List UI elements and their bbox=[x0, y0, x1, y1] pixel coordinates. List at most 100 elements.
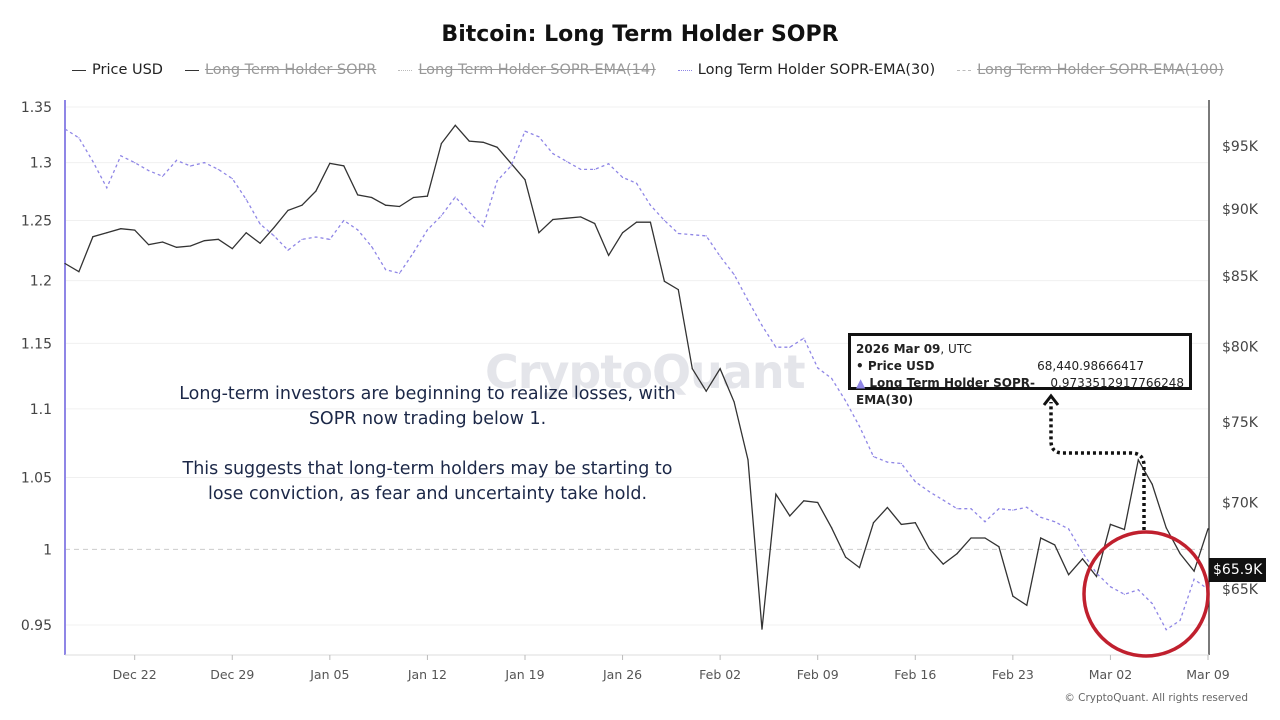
lth-sopr-ema30-point bbox=[134, 162, 136, 164]
dotted-arrow bbox=[1049, 402, 1146, 530]
price-usd-point bbox=[608, 254, 610, 257]
price-usd-point bbox=[1081, 558, 1084, 560]
lth-sopr-ema30-point bbox=[1081, 551, 1084, 553]
x-tick-label: Dec 22 bbox=[113, 667, 157, 682]
lth-sopr-ema30-point bbox=[608, 163, 610, 165]
right-axis-ticks: $95K $90K $85K $80K $75K $70K $65K bbox=[1222, 139, 1259, 598]
price-usd-point bbox=[343, 165, 345, 167]
tooltip-ema-value: 0.9733512917766248 bbox=[1050, 376, 1184, 390]
price-usd-point bbox=[566, 217, 568, 219]
legend-item-lth-sopr[interactable]: Long Term Holder SOPR bbox=[184, 62, 377, 78]
legend: Price USD Long Term Holder SOPR Long Ter… bbox=[72, 62, 1224, 78]
price-usd-point bbox=[663, 280, 665, 282]
annotation-line-1: Long-term investors are beginning to rea… bbox=[179, 384, 676, 429]
tooltip-ema-label: Long Term Holder SOPR-EMA(30) bbox=[856, 376, 1036, 407]
lth-sopr-ema30-point bbox=[245, 198, 247, 200]
lth-sopr-ema30-point bbox=[1123, 593, 1125, 595]
price-usd-point bbox=[1151, 483, 1153, 485]
lth-sopr-ema30-point bbox=[1137, 589, 1139, 591]
price-usd-point bbox=[78, 271, 80, 273]
price-usd-point bbox=[454, 124, 456, 126]
price-usd-point bbox=[357, 194, 359, 196]
price-usd-point bbox=[175, 246, 178, 248]
price-usd-point bbox=[705, 390, 707, 392]
lth-sopr-ema30-point bbox=[566, 160, 568, 163]
price-usd-point bbox=[161, 241, 164, 243]
price-usd-point bbox=[245, 232, 247, 234]
lth-sopr-ema30-point bbox=[301, 238, 303, 241]
tooltip-date: 2026 Mar 09 bbox=[856, 342, 941, 356]
right-tick-label: $95K bbox=[1222, 139, 1259, 155]
price-usd-point bbox=[775, 493, 777, 495]
x-tick-label: Mar 02 bbox=[1089, 667, 1132, 682]
lth-sopr-ema30-point bbox=[844, 400, 847, 402]
lth-sopr-ema30-point bbox=[510, 165, 512, 167]
legend-item-lth-sopr-ema100[interactable]: Long Term Holder SOPR-EMA(100) bbox=[957, 62, 1224, 78]
legend-label: Long Term Holder SOPR-EMA(30) bbox=[697, 62, 936, 78]
lth-sopr-ema30-point bbox=[538, 136, 540, 138]
legend-item-price-usd[interactable]: Price USD bbox=[72, 62, 163, 78]
legend-label: Long Term Holder SOPR bbox=[204, 62, 377, 78]
lth-sopr-ema30-point bbox=[872, 455, 875, 458]
price-usd-point bbox=[900, 523, 902, 525]
lth-sopr-ema30-point bbox=[468, 211, 470, 213]
lth-sopr-ema30-point bbox=[914, 481, 916, 483]
lth-sopr-ema30-point bbox=[189, 165, 192, 167]
lth-sopr-ema30-point bbox=[1068, 528, 1070, 530]
price-usd-point bbox=[440, 142, 442, 145]
price-usd-point bbox=[287, 209, 289, 212]
right-tick-label: $75K bbox=[1222, 415, 1259, 431]
lth-sopr-ema30-point bbox=[733, 273, 735, 276]
legend-label: Long Term Holder SOPR-EMA(100) bbox=[977, 62, 1224, 78]
right-tick-label: $85K bbox=[1222, 269, 1259, 285]
left-tick-label: 1.15 bbox=[21, 336, 52, 352]
x-tick-label: Feb 23 bbox=[992, 667, 1034, 682]
lth-sopr-ema30-point bbox=[287, 249, 289, 251]
left-axis-ticks: 1.35 1.3 1.25 1.2 1.15 1.1 1.05 1 0.95 bbox=[21, 100, 52, 634]
price-usd-point bbox=[858, 567, 861, 569]
lth-sopr-ema30-point bbox=[858, 425, 861, 428]
price-usd-point bbox=[217, 238, 219, 240]
left-tick-label: 1 bbox=[43, 542, 52, 558]
grid bbox=[64, 100, 1210, 656]
left-tick-label: 1.05 bbox=[21, 470, 52, 486]
lth-sopr-ema30-point bbox=[412, 252, 415, 254]
bullet-icon: • bbox=[856, 359, 868, 373]
price-usd-point bbox=[301, 204, 303, 206]
price-usd-point bbox=[92, 236, 94, 238]
lth-sopr-ema30-point bbox=[984, 521, 986, 523]
dashed-line-swatch-icon bbox=[957, 69, 972, 71]
price-usd-point bbox=[482, 141, 484, 143]
lth-sopr-ema30-point bbox=[956, 508, 958, 510]
lth-sopr-ema30-point bbox=[106, 187, 108, 189]
left-tick-label: 1.2 bbox=[30, 274, 52, 290]
lth-sopr-ema30-point bbox=[998, 508, 1000, 510]
price-usd-point bbox=[134, 229, 136, 231]
lth-sopr-ema30-point bbox=[705, 235, 707, 237]
lth-sopr-ema30-point bbox=[1193, 578, 1195, 580]
lth-sopr-ema30-point bbox=[649, 204, 652, 206]
price-usd-point bbox=[733, 401, 735, 403]
price-usd-point bbox=[872, 522, 875, 524]
price-usd-point bbox=[384, 204, 387, 206]
price-usd-point bbox=[1137, 459, 1139, 461]
lth-sopr-ema30-point bbox=[621, 176, 624, 179]
price-usd-point bbox=[1165, 527, 1167, 529]
lth-sopr-ema30-point bbox=[1165, 629, 1167, 631]
lth-sopr-ema30-point bbox=[426, 229, 429, 231]
price-usd-point bbox=[552, 218, 554, 221]
price-usd-point bbox=[817, 501, 819, 504]
lth-sopr-ema30-point bbox=[886, 461, 889, 463]
price-usd-point bbox=[691, 368, 693, 370]
tooltip-price-label: Price USD bbox=[867, 359, 935, 373]
price-usd-point bbox=[273, 226, 275, 229]
lth-sopr-ema30-point bbox=[817, 367, 819, 369]
tooltip: 2026 Mar 09, UTC • Price USD 68,440.98666… bbox=[848, 333, 1192, 407]
x-axis-ticks: Dec 22 Dec 29 Jan 05 Jan 12 Jan 19 Jan 26 Feb … bbox=[113, 655, 1230, 682]
lth-sopr-ema30-point bbox=[1179, 619, 1181, 621]
legend-item-lth-sopr-ema14[interactable]: Long Term Holder SOPR-EMA(14) bbox=[398, 62, 656, 78]
x-tick-label: Feb 09 bbox=[797, 667, 839, 682]
legend-item-lth-sopr-ema30[interactable]: Long Term Holder SOPR-EMA(30) bbox=[677, 62, 936, 78]
price-usd-point bbox=[371, 196, 373, 199]
